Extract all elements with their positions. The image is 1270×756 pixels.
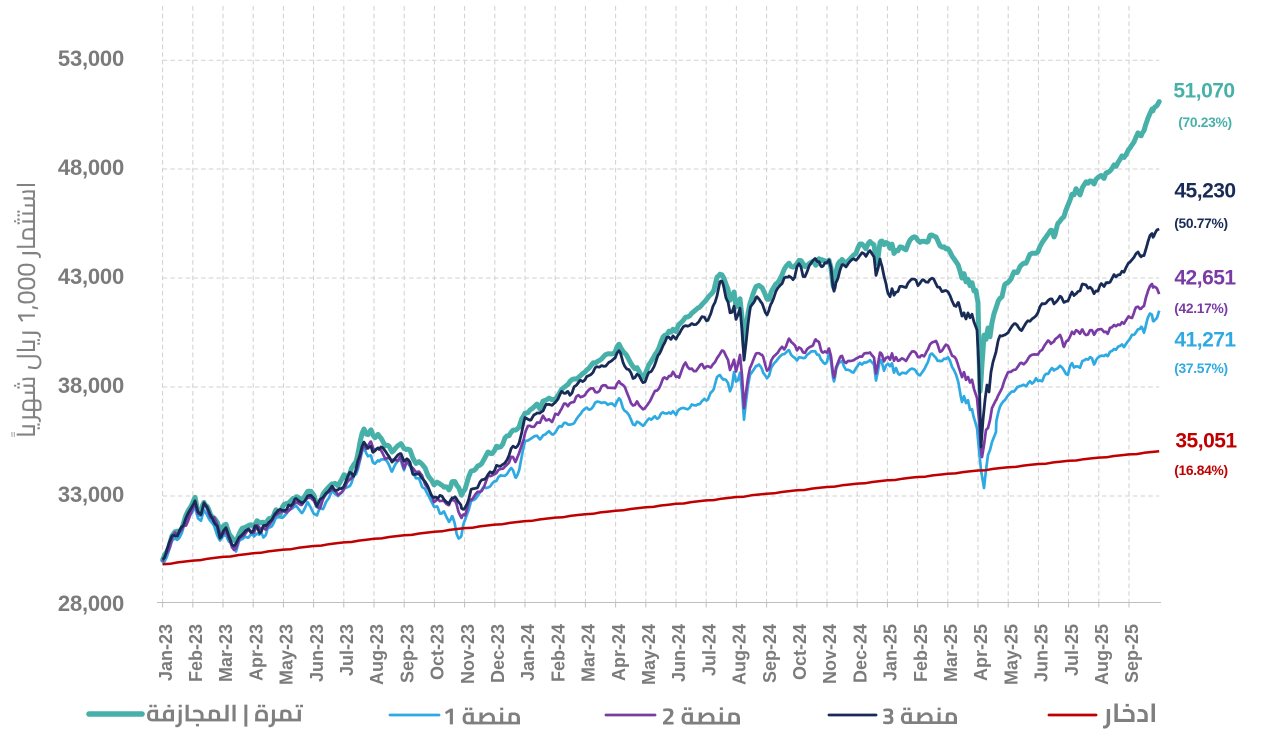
svg-text:(16.84%): (16.84%) — [1174, 463, 1228, 478]
svg-text:Jan-23: Jan-23 — [156, 624, 176, 681]
svg-text:Jan-25: Jan-25 — [881, 624, 901, 681]
svg-text:Feb-23: Feb-23 — [186, 624, 206, 682]
svg-text:45,230: 45,230 — [1174, 180, 1235, 203]
svg-text:41,271: 41,271 — [1174, 329, 1236, 352]
svg-text:Aug-23: Aug-23 — [367, 624, 387, 685]
svg-text:Nov-24: Nov-24 — [820, 624, 840, 684]
svg-text:35,051: 35,051 — [1175, 430, 1237, 453]
svg-text:Mar-23: Mar-23 — [216, 624, 236, 682]
svg-text:Feb-24: Feb-24 — [548, 624, 568, 682]
svg-text:Mar-25: Mar-25 — [941, 624, 961, 682]
svg-text:Aug-25: Aug-25 — [1092, 624, 1112, 685]
svg-text:Oct-24: Oct-24 — [790, 624, 810, 680]
svg-text:(50.77%): (50.77%) — [1174, 216, 1228, 231]
svg-text:42,651: 42,651 — [1174, 267, 1236, 290]
svg-text:May-23: May-23 — [277, 624, 297, 685]
svg-text:Sep-24: Sep-24 — [760, 624, 780, 683]
svg-text:Dec-23: Dec-23 — [488, 624, 508, 683]
svg-text:Sep-25: Sep-25 — [1122, 624, 1142, 683]
svg-text:May-25: May-25 — [1001, 624, 1021, 685]
svg-text:May-24: May-24 — [639, 624, 659, 685]
svg-text:Jan-24: Jan-24 — [518, 624, 538, 681]
svg-text:Apr-24: Apr-24 — [609, 624, 629, 681]
svg-text:Apr-23: Apr-23 — [246, 624, 266, 681]
svg-text:(70.23%): (70.23%) — [1178, 115, 1232, 130]
svg-text:43,000: 43,000 — [58, 264, 124, 289]
svg-text:Mar-24: Mar-24 — [579, 624, 599, 682]
svg-text:Sep-23: Sep-23 — [397, 624, 417, 683]
svg-text:28,000: 28,000 — [58, 591, 124, 616]
svg-text:Jun-25: Jun-25 — [1032, 624, 1052, 682]
svg-text:Nov-23: Nov-23 — [458, 624, 478, 684]
svg-text:33,000: 33,000 — [58, 482, 124, 507]
svg-text:Jun-24: Jun-24 — [669, 624, 689, 682]
svg-text:Oct-23: Oct-23 — [428, 624, 448, 680]
svg-text:Jul-23: Jul-23 — [337, 624, 357, 676]
svg-text:38,000: 38,000 — [58, 373, 124, 398]
svg-text:Feb-25: Feb-25 — [911, 624, 931, 682]
svg-text:53,000: 53,000 — [58, 46, 124, 71]
svg-text:(42.17%): (42.17%) — [1174, 301, 1228, 316]
svg-text:51,070: 51,070 — [1173, 80, 1234, 103]
svg-text:48,000: 48,000 — [58, 155, 124, 180]
svg-text:Dec-24: Dec-24 — [850, 624, 870, 683]
svg-text:Jul-25: Jul-25 — [1062, 624, 1082, 676]
svg-text:Jun-23: Jun-23 — [307, 624, 327, 682]
svg-text:Apr-25: Apr-25 — [971, 624, 991, 681]
svg-text:Aug-24: Aug-24 — [730, 624, 750, 685]
svg-text:(37.57%): (37.57%) — [1174, 361, 1228, 376]
svg-text:Jul-24: Jul-24 — [699, 624, 719, 676]
